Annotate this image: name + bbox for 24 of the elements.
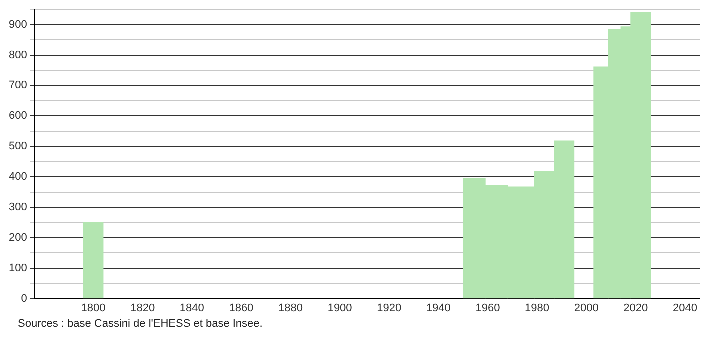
x-tick-label: 1940 [426, 302, 451, 314]
y-tick-label: 900 [8, 18, 28, 31]
x-tick-label: 2020 [624, 302, 648, 314]
y-tick-label: 700 [8, 80, 28, 92]
y-tick-label: 500 [8, 140, 28, 153]
x-tick-label: 1900 [328, 302, 352, 314]
x-tick-label: 1920 [377, 302, 402, 314]
x-tick-label: 1820 [130, 302, 156, 314]
y-tick-label: 800 [8, 49, 28, 62]
x-tick-label: 1980 [525, 302, 550, 314]
x-tick-label: 1860 [229, 302, 254, 314]
y-tick-label: 300 [8, 202, 28, 214]
x-tick-label: 1840 [180, 302, 204, 314]
x-tick-label: 2000 [574, 302, 599, 314]
x-tick-label: 2040 [672, 302, 698, 314]
y-tick-label: 600 [8, 110, 28, 122]
source-note: Sources : base Cassini de l'EHESS et base Insee. [18, 318, 264, 330]
x-tick-label: 1960 [476, 302, 500, 314]
y-tick-label: 200 [8, 232, 28, 244]
y-tick-label: 400 [8, 171, 28, 184]
x-tick-label: 1800 [81, 302, 106, 314]
y-tick-label: 100 [8, 262, 28, 274]
x-tick-label: 1880 [278, 302, 303, 314]
y-tick-label: 0 [21, 292, 28, 305]
